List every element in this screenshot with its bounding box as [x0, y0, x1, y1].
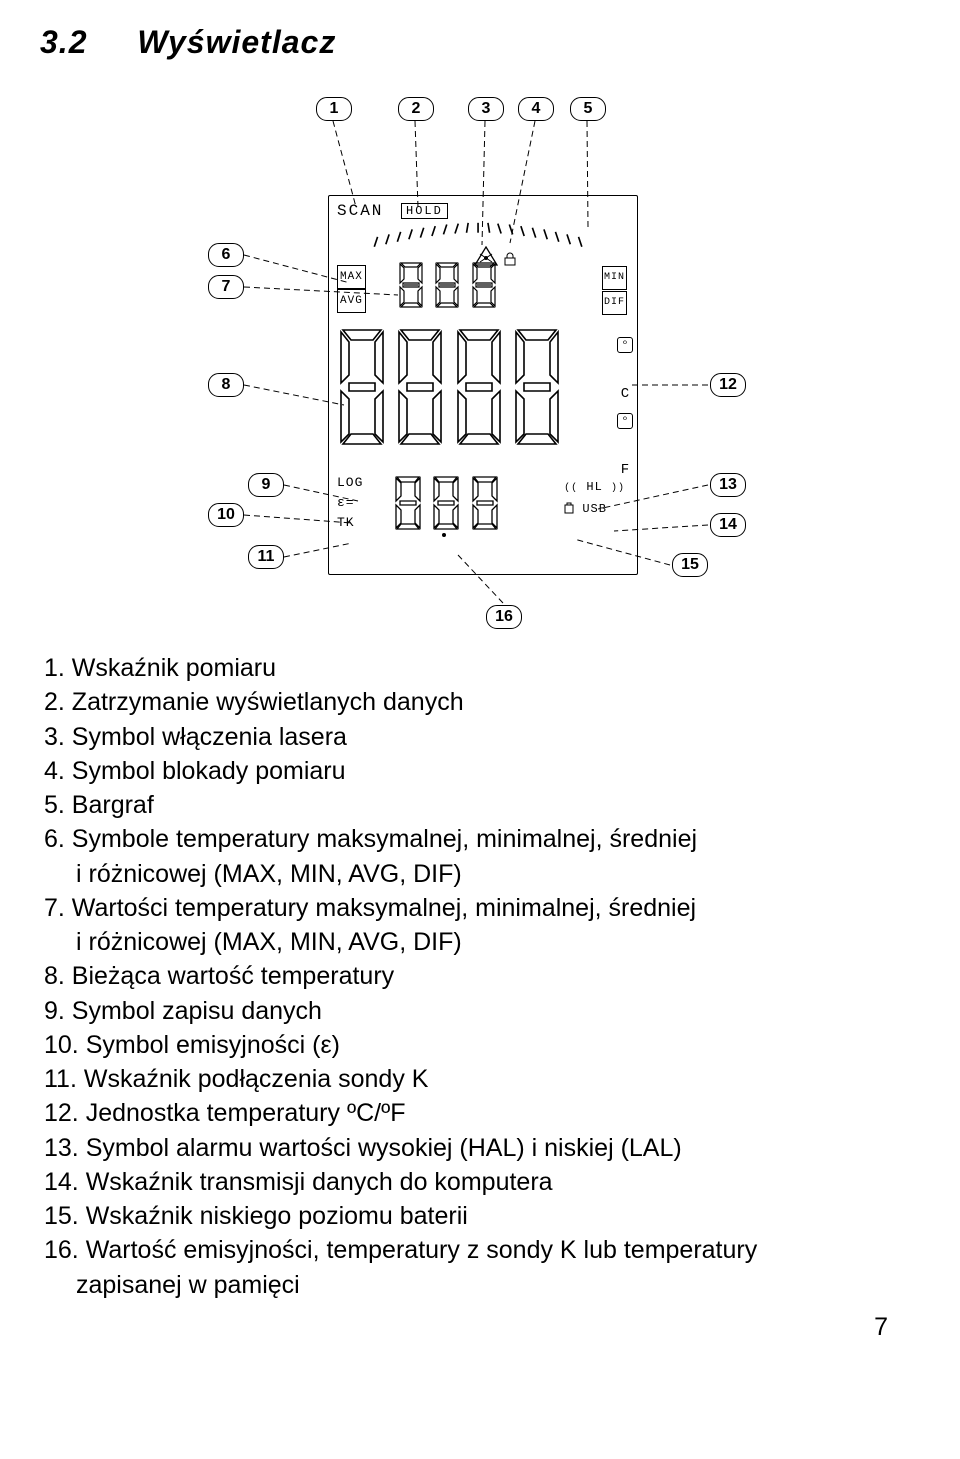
seg-icon [429, 475, 463, 531]
legend-item: 15. Wskaźnik niskiego poziomu baterii [44, 1201, 936, 1232]
seg-icon [391, 475, 425, 531]
legend-item: 6. Symbole temperatury maksymalnej, mini… [44, 824, 936, 855]
page-number: 7 [40, 1313, 936, 1342]
eps-label: ε= [337, 493, 363, 513]
main-digits [335, 327, 564, 447]
legend-item: 5. Bargraf [44, 790, 936, 821]
callout-7: 7 [208, 275, 244, 299]
lcd-bottom-row: LOG ε= TK (( HL )) [337, 473, 629, 543]
unit-c: ºC [617, 355, 633, 381]
usb-label: USB [582, 502, 607, 516]
section-number: 3.2 [40, 24, 87, 60]
dif-label: DIF [602, 291, 627, 315]
callout-16: 16 [486, 605, 522, 629]
legend-list: 1. Wskaźnik pomiaru 2. Zatrzymanie wyświ… [40, 653, 936, 1301]
section-title-text: Wyświetlacz [137, 24, 336, 60]
bottom-digits [391, 475, 502, 531]
battery-icon [564, 502, 574, 514]
legend-item: 13. Symbol alarmu wartości wysokiej (HAL… [44, 1133, 936, 1164]
max-label: MAX [337, 265, 366, 289]
display-diagram: 1 2 3 4 5 6 7 8 9 10 11 12 13 14 15 16 S… [98, 85, 878, 645]
lcd-main-row: º ºC C º ºF F [337, 327, 629, 467]
log-label: LOG [337, 473, 363, 493]
seg-icon [468, 475, 502, 531]
legend-item: 4. Symbol blokady pomiaru [44, 756, 936, 787]
legend-item: 9. Symbol zapisu danych [44, 996, 936, 1027]
callout-3: 3 [468, 97, 504, 121]
hl-label: HL [586, 480, 602, 494]
seg-icon [335, 327, 389, 447]
legend-item: 10. Symbol emisyjności (ε) [44, 1030, 936, 1061]
lcd-frame: SCAN HOLD [328, 195, 638, 575]
legend-item: 16. Wartość emisyjności, temperatury z s… [44, 1235, 936, 1266]
tk-label: TK [337, 513, 363, 533]
legend-item: 8. Bieżąca wartość temperatury [44, 961, 936, 992]
legend-item-cont: zapisanej w pamięci [44, 1270, 936, 1301]
legend-item-cont: i różnicowej (MAX, MIN, AVG, DIF) [44, 859, 936, 890]
legend-item: 3. Symbol włączenia lasera [44, 722, 936, 753]
legend-item: 1. Wskaźnik pomiaru [44, 653, 936, 684]
callout-15: 15 [672, 553, 708, 577]
callout-6: 6 [208, 243, 244, 267]
callout-4: 4 [518, 97, 554, 121]
callout-14: 14 [710, 513, 746, 537]
callout-11: 11 [248, 545, 284, 569]
callout-1: 1 [316, 97, 352, 121]
lcd-mid-row: MAX AVG MIN DIF [337, 259, 629, 321]
seg-icon [431, 261, 463, 309]
lcd-top-row: SCAN HOLD [337, 202, 629, 220]
legend-item: 11. Wskaźnik podłączenia sondy K [44, 1064, 936, 1095]
callout-8: 8 [208, 373, 244, 397]
seg-icon [510, 327, 564, 447]
callout-9: 9 [248, 473, 284, 497]
legend-item: 12. Jednostka temperatury ºC/ºF [44, 1098, 936, 1129]
section-heading: 3.2 Wyświetlacz [40, 24, 936, 61]
callout-2: 2 [398, 97, 434, 121]
legend-item: 7. Wartości temperatury maksymalnej, min… [44, 893, 936, 924]
callout-12: 12 [710, 373, 746, 397]
callout-13: 13 [710, 473, 746, 497]
seg-icon [395, 261, 427, 309]
seg-icon [393, 327, 447, 447]
legend-item: 2. Zatrzymanie wyświetlanych danych [44, 687, 936, 718]
seg-icon [468, 261, 500, 309]
callout-5: 5 [570, 97, 606, 121]
unit-f: ºF [617, 431, 633, 457]
legend-item-cont: i różnicowej (MAX, MIN, AVG, DIF) [44, 927, 936, 958]
mid-digits [395, 261, 500, 309]
min-label: MIN [602, 266, 627, 290]
legend-item: 14. Wskaźnik transmisji danych do komput… [44, 1167, 936, 1198]
callout-10: 10 [208, 503, 244, 527]
scan-label: SCAN [337, 202, 383, 220]
decimal-point-icon [442, 533, 446, 537]
hold-label: HOLD [401, 203, 448, 219]
avg-label: AVG [337, 289, 366, 313]
seg-icon [452, 327, 506, 447]
